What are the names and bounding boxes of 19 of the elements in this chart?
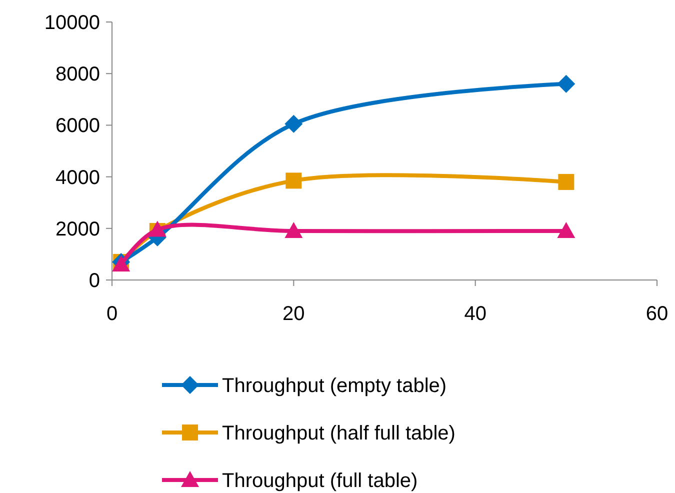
y-tick-label: 0 xyxy=(88,270,100,292)
x-tick-label: 40 xyxy=(464,303,486,325)
point xyxy=(286,172,302,189)
x-tick-label: 60 xyxy=(646,303,668,325)
y-tick-label: 4000 xyxy=(56,166,100,189)
point xyxy=(558,174,574,190)
x-tick-label: 20 xyxy=(282,303,305,325)
legend-label: Throughput (empty table) xyxy=(222,375,447,397)
legend-label: Throughput (half full table) xyxy=(222,422,456,444)
legend-label: Throughput (full table) xyxy=(222,470,418,492)
y-tick-label: 6000 xyxy=(56,115,100,138)
y-tick-label: 8000 xyxy=(56,64,100,86)
y-tick-label: 10000 xyxy=(44,12,100,34)
point xyxy=(557,222,576,238)
point xyxy=(284,114,303,133)
y-tick-label: 2000 xyxy=(56,218,100,240)
x-tick-label: 0 xyxy=(106,303,118,325)
point xyxy=(557,74,576,93)
point xyxy=(284,222,303,238)
